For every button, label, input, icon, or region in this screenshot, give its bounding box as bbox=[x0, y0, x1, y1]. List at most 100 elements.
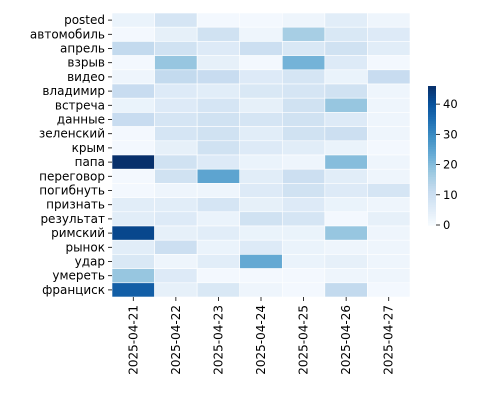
heatmap-cell bbox=[239, 140, 283, 156]
colorbar-segment bbox=[428, 116, 436, 120]
heatmap-cell bbox=[281, 126, 326, 142]
heatmap-cell bbox=[281, 211, 326, 227]
colorbar-segment bbox=[428, 111, 436, 115]
heatmap-cell bbox=[196, 140, 241, 156]
heatmap-cell bbox=[239, 83, 283, 99]
heatmap-cell bbox=[324, 112, 368, 127]
heatmap-cell bbox=[111, 168, 155, 184]
heatmap-cell bbox=[154, 268, 198, 284]
heatmap-cell bbox=[239, 239, 283, 255]
heatmap-cell bbox=[367, 183, 411, 198]
heatmap-cell bbox=[196, 112, 241, 127]
heatmap-cell bbox=[239, 197, 283, 213]
column-label: 2025-04-25 bbox=[297, 305, 311, 375]
heatmap-cell bbox=[367, 12, 411, 28]
row-label: posted bbox=[64, 13, 105, 27]
row-label: папа bbox=[75, 155, 105, 169]
heatmap-cell bbox=[111, 225, 155, 241]
heatmap-cell bbox=[324, 268, 368, 284]
row-label: римский bbox=[51, 226, 105, 240]
heatmap-cell bbox=[196, 282, 241, 298]
heatmap-cell bbox=[196, 183, 241, 198]
colorbar-segment bbox=[428, 146, 436, 150]
colorbar-segment bbox=[428, 206, 436, 210]
heatmap-cell bbox=[367, 254, 411, 269]
heatmap-cell bbox=[324, 168, 368, 184]
heatmap-cell bbox=[154, 83, 198, 99]
colorbar-segment bbox=[428, 134, 436, 138]
column-label: 2025-04-21 bbox=[126, 305, 140, 375]
heatmap-cell bbox=[196, 26, 241, 42]
heatmap-cell bbox=[196, 168, 241, 184]
heatmap-cell bbox=[281, 183, 326, 198]
row-label: погибнуть bbox=[39, 184, 105, 198]
heatmap-cell bbox=[324, 12, 368, 28]
column-label: 2025-04-24 bbox=[254, 305, 268, 375]
heatmap-cell bbox=[367, 239, 411, 255]
heatmap-cell bbox=[367, 41, 411, 56]
colorbar-segment bbox=[428, 88, 436, 92]
heatmap-cell bbox=[324, 126, 368, 142]
heatmap-cell bbox=[281, 254, 326, 269]
heatmap-cell bbox=[111, 12, 155, 28]
heatmap-cell bbox=[239, 268, 283, 284]
row-label: франциск bbox=[42, 283, 105, 297]
colorbar-segment bbox=[428, 99, 436, 103]
colorbar-segment bbox=[428, 187, 436, 191]
row-label: результат bbox=[40, 212, 105, 226]
colorbar-segment bbox=[428, 192, 436, 196]
heatmap-cell bbox=[324, 55, 368, 71]
heatmap-cell bbox=[154, 254, 198, 269]
colorbar-segment bbox=[428, 164, 436, 168]
heatmap-cell bbox=[111, 197, 155, 213]
colorbar-segment bbox=[428, 222, 436, 226]
colorbar-segment bbox=[428, 204, 436, 208]
heatmap-cell bbox=[196, 197, 241, 213]
row-label: данные bbox=[57, 113, 105, 127]
colorbar-segment bbox=[428, 104, 436, 108]
colorbar-tick-label: 30 bbox=[443, 127, 458, 141]
heatmap-cell bbox=[196, 126, 241, 142]
colorbar-segment bbox=[428, 185, 436, 189]
colorbar-segment bbox=[428, 118, 436, 122]
heatmap-cell bbox=[324, 41, 368, 56]
heatmap-cell bbox=[111, 26, 155, 42]
colorbar-segment bbox=[428, 143, 436, 147]
colorbar-segment bbox=[428, 109, 436, 113]
heatmap-cell bbox=[154, 12, 198, 28]
heatmap-cell bbox=[367, 282, 411, 298]
colorbar-segment bbox=[428, 113, 436, 117]
colorbar-segment bbox=[428, 183, 436, 187]
colorbar-segment bbox=[428, 157, 436, 161]
heatmap-cell bbox=[367, 126, 411, 142]
row-label: крым bbox=[72, 141, 105, 155]
colorbar-segment bbox=[428, 127, 436, 131]
row-label: автомобиль bbox=[30, 27, 105, 41]
colorbar-segment bbox=[428, 190, 436, 194]
colorbar-segment bbox=[428, 155, 436, 159]
heatmap-cell bbox=[281, 197, 326, 213]
row-label: переговор bbox=[39, 169, 105, 183]
colorbar-segment bbox=[428, 162, 436, 166]
heatmap-cell bbox=[324, 83, 368, 99]
heatmap-cell bbox=[239, 41, 283, 56]
column-label: 2025-04-22 bbox=[169, 305, 183, 375]
heatmap-cell bbox=[154, 183, 198, 198]
heatmap-cell bbox=[281, 97, 326, 113]
colorbar-segment bbox=[428, 171, 436, 175]
row-label: видео bbox=[67, 70, 105, 84]
heatmap-cell bbox=[111, 154, 155, 170]
heatmap-cell bbox=[239, 168, 283, 184]
colorbar-tick-label: 10 bbox=[443, 188, 458, 202]
heatmap-cell bbox=[367, 55, 411, 71]
heatmap-cell bbox=[111, 254, 155, 269]
heatmap-cell bbox=[281, 168, 326, 184]
row-label: апрель bbox=[60, 42, 105, 56]
heatmap-cell bbox=[239, 154, 283, 170]
heatmap-cell bbox=[239, 282, 283, 298]
heatmap-cell bbox=[154, 126, 198, 142]
heatmap-cell bbox=[111, 83, 155, 99]
colorbar-segment bbox=[428, 153, 436, 157]
colorbar-segment bbox=[428, 178, 436, 182]
heatmap-cell bbox=[367, 168, 411, 184]
